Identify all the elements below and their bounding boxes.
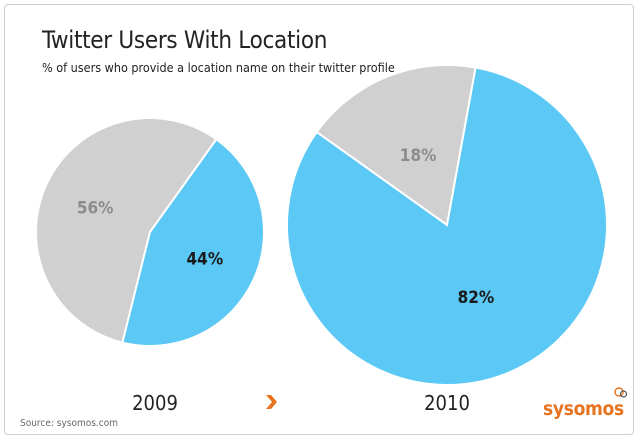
pie-2009-slice-1 <box>121 137 265 347</box>
pie-2010-label-0: 18% <box>400 146 437 166</box>
chart-subtitle: % of users who provide a location name o… <box>42 60 395 75</box>
pie-2010-slice-1 <box>286 66 608 386</box>
pie-2009-label-1: 44% <box>187 249 224 269</box>
pie-2010-label-1: 82% <box>458 288 495 308</box>
chevron-right-icon <box>266 395 277 409</box>
pie-2010-slice-0 <box>315 64 477 227</box>
year-label-2009: 2009 <box>132 391 178 415</box>
pie-2009-label-0: 56% <box>77 199 114 219</box>
sysomos-logo: sysomos <box>543 398 624 420</box>
source-note: Source: sysomos.com <box>20 418 118 429</box>
chart-title: Twitter Users With Location <box>42 26 328 54</box>
chat-bubbles-icon <box>614 387 628 398</box>
pie-2009-slice-0 <box>35 117 218 344</box>
year-label-2010: 2010 <box>424 391 470 415</box>
